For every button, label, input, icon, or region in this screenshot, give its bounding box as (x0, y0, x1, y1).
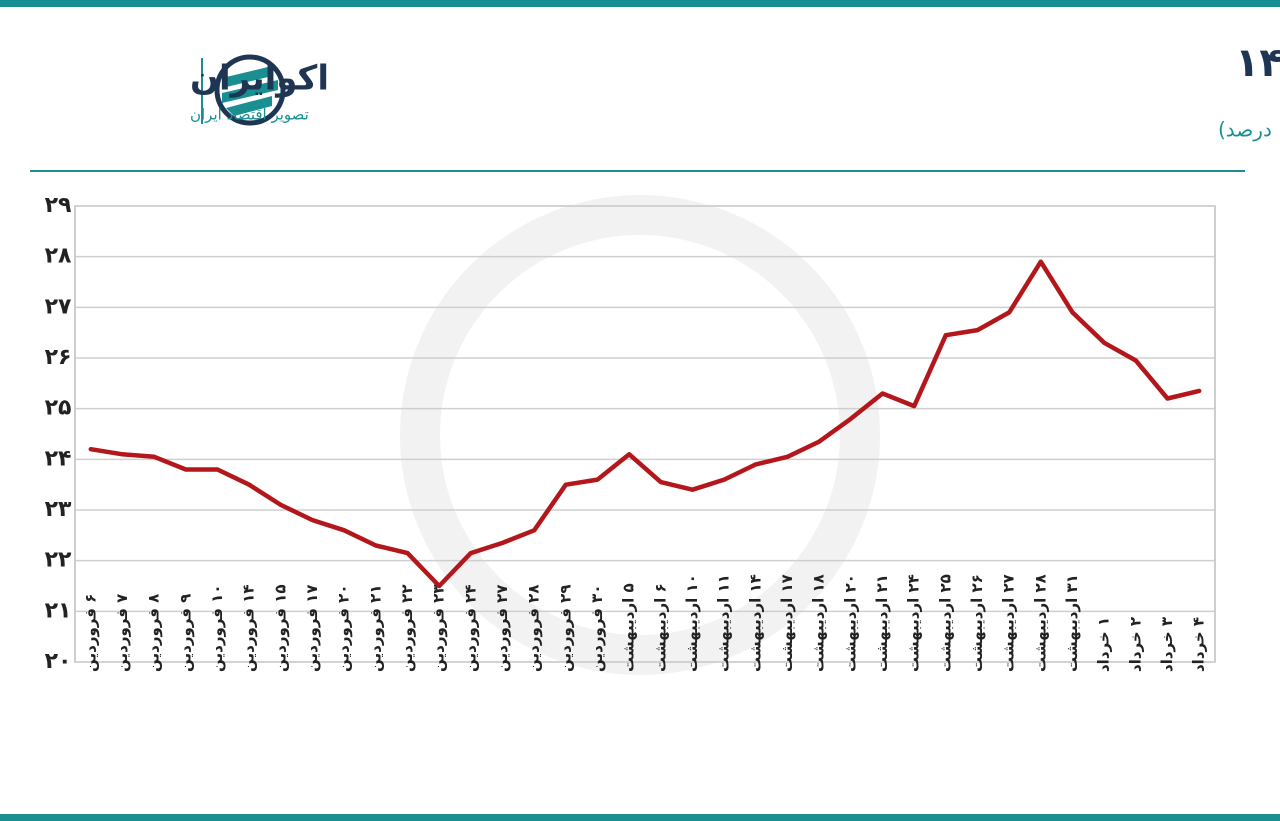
x-tick-label: ۱۴ فروردین (240, 585, 258, 672)
x-tick-label: ۸ فروردین (145, 594, 163, 672)
x-tick-label: ۱۷ فروردین (303, 585, 321, 672)
x-tick-label: ۲۷ اردیبهشت (1000, 574, 1018, 672)
logo-tagline: تصویر اقتصاد ایران (190, 106, 309, 124)
x-tick-label: ۳۰ فروردین (588, 585, 606, 672)
x-tick-label: ۱۰ فروردین (208, 585, 226, 672)
chart-subtitle: (واحد: درصد) (1218, 118, 1280, 142)
y-tick-label: ۲۲ (45, 548, 72, 573)
top-bar (0, 0, 1280, 7)
watermark (400, 195, 880, 675)
y-tick-label: ۲۴ (45, 446, 72, 471)
x-tick-label: ۹ فروردین (176, 594, 194, 672)
x-tick-label: ۲۱ فروردین (366, 585, 384, 672)
x-tick-label: ۵ اردیبهشت (620, 583, 638, 672)
logo-stripes (222, 66, 278, 116)
x-tick-label: ۴ خرداد (1190, 617, 1208, 672)
x-tick-label: ۱۷ اردیبهشت (778, 574, 796, 672)
x-tick-label: ۱۰ اردیبهشت (683, 574, 701, 672)
y-tick-label: ۲۵ (45, 396, 72, 421)
chart-title: روند نرخ سود وام مسکن در سال ۱۴۰۱ (1235, 40, 1280, 86)
logo-name: اکوایران (190, 59, 329, 99)
x-tick-label: ۳۱ اردیبهشت (1063, 574, 1081, 672)
y-tick-label: ۲۸ (45, 244, 72, 269)
x-tick-label: ۲۶ اردیبهشت (968, 574, 986, 672)
x-tick-label: ۲۹ فروردین (556, 585, 574, 672)
x-tick-label: ۲ خرداد (1126, 617, 1144, 672)
x-tick-label: ۲۰ اردیبهشت (841, 574, 859, 672)
x-tick-label: ۲۲ فروردین (398, 585, 416, 672)
y-tick-label: ۲۳ (45, 497, 72, 522)
logo: اکوایران تصویر اقتصاد ایران (190, 54, 329, 126)
x-tick-label: ۶ اردیبهشت (651, 583, 669, 672)
bottom-bar (0, 814, 1280, 821)
x-tick-label: ۲۸ اردیبهشت (1031, 574, 1049, 672)
x-tick-label: ۲۳ فروردین (430, 585, 448, 672)
logo-ring (214, 54, 286, 126)
y-tick-label: ۲۰ (45, 649, 72, 674)
x-tick-label: ۱۸ اردیبهشت (810, 574, 828, 672)
x-tick-label: ۱۱ اردیبهشت (715, 574, 733, 672)
y-tick-label: ۲۹ (45, 193, 72, 218)
y-tick-label: ۲۶ (45, 345, 72, 370)
x-tick-label: ۲۸ فروردین (525, 585, 543, 672)
x-tick-label: ۲۱ اردیبهشت (873, 574, 891, 672)
x-tick-label: ۲۰ فروردین (335, 585, 353, 672)
x-tick-label: ۱۴ اردیبهشت (746, 574, 764, 672)
x-tick-label: ۲۷ فروردین (493, 585, 511, 672)
x-tick-label: ۶ فروردین (81, 594, 99, 672)
x-tick-label: ۱ خرداد (1095, 617, 1113, 672)
x-tick-label: ۲۵ اردیبهشت (936, 574, 954, 672)
x-tick-label: ۳ خرداد (1158, 617, 1176, 672)
y-tick-label: ۲۱ (45, 598, 72, 623)
y-tick-label: ۲۷ (45, 294, 72, 319)
x-tick-label: ۲۴ اردیبهشت (905, 574, 923, 672)
series-line (88, 259, 1202, 589)
x-tick-label: ۲۴ فروردین (461, 585, 479, 672)
x-tick-label: ۷ فروردین (113, 594, 131, 672)
x-tick-label: ۱۵ فروردین (271, 585, 289, 672)
